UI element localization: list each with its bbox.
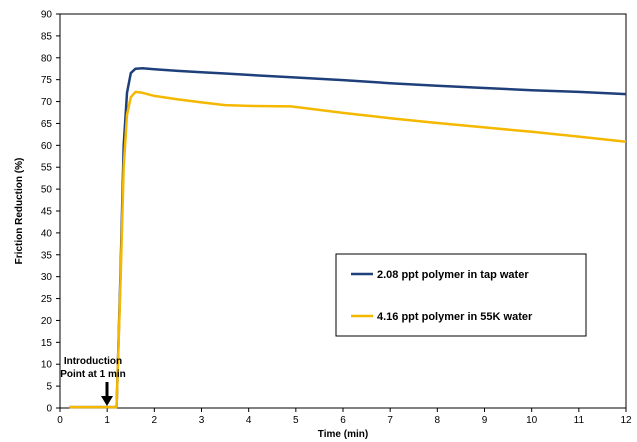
legend-label-2: 4.16 ppt polymer in 55K water bbox=[377, 311, 533, 323]
x-tick-label: 10 bbox=[526, 415, 538, 426]
y-tick-label: 40 bbox=[41, 228, 53, 239]
plot-area bbox=[59, 13, 627, 409]
series-line-2 bbox=[69, 90, 627, 409]
y-tick-label: 15 bbox=[41, 338, 53, 349]
y-tick-label: 0 bbox=[46, 404, 52, 415]
x-tick-label: 8 bbox=[435, 415, 441, 426]
x-tick-label: 3 bbox=[199, 415, 205, 426]
y-tick-label: 5 bbox=[46, 382, 52, 393]
x-tick-label: 7 bbox=[387, 415, 393, 426]
x-tick-label: 5 bbox=[293, 415, 299, 426]
y-tick-label: 55 bbox=[41, 163, 53, 174]
y-axis-title: Friction Reduction (%) bbox=[14, 158, 25, 265]
annotation-arrow-head bbox=[101, 396, 113, 406]
x-axis-title: Time (min) bbox=[318, 429, 368, 440]
y-tick-label: 10 bbox=[41, 360, 53, 371]
x-axis-ticks: 0 1 2 3 4 5 6 7 8 9 10 11 12 bbox=[57, 408, 632, 426]
y-tick-label: 50 bbox=[41, 185, 53, 196]
x-tick-label: 12 bbox=[620, 415, 632, 426]
y-tick-label: 20 bbox=[41, 316, 53, 327]
y-tick-label: 60 bbox=[41, 141, 53, 152]
y-tick-label: 80 bbox=[41, 53, 53, 64]
y-tick-label: 65 bbox=[41, 119, 53, 130]
y-tick-label: 70 bbox=[41, 97, 53, 108]
x-tick-label: 0 bbox=[57, 415, 63, 426]
x-tick-label: 2 bbox=[152, 415, 158, 426]
y-tick-label: 25 bbox=[41, 294, 53, 305]
legend-box bbox=[335, 253, 587, 337]
introduction-annotation: Introduction Point at 1 min bbox=[60, 356, 126, 406]
y-tick-label: 90 bbox=[41, 10, 53, 21]
y-tick-label: 85 bbox=[41, 31, 53, 42]
y-tick-label: 45 bbox=[41, 207, 53, 218]
legend: 2.08 ppt polymer in tap water 4.16 ppt p… bbox=[335, 253, 587, 337]
x-tick-label: 11 bbox=[574, 415, 585, 426]
y-tick-label: 30 bbox=[41, 272, 53, 283]
annotation-line-1: Introduction bbox=[64, 356, 122, 367]
x-tick-label: 9 bbox=[482, 415, 488, 426]
x-tick-label: 6 bbox=[340, 415, 346, 426]
y-axis-ticks: 0 5 10 15 20 25 30 35 40 45 50 55 60 65 70 75 80 85 90 bbox=[41, 10, 60, 415]
legend-label-1: 2.08 ppt polymer in tap water bbox=[377, 269, 529, 281]
annotation-line-2: Point at 1 min bbox=[60, 369, 126, 380]
y-tick-label: 75 bbox=[41, 75, 53, 86]
x-tick-label: 1 bbox=[104, 415, 110, 426]
y-tick-label: 35 bbox=[41, 250, 53, 261]
x-tick-label: 4 bbox=[246, 415, 252, 426]
series-lines bbox=[69, 67, 627, 409]
